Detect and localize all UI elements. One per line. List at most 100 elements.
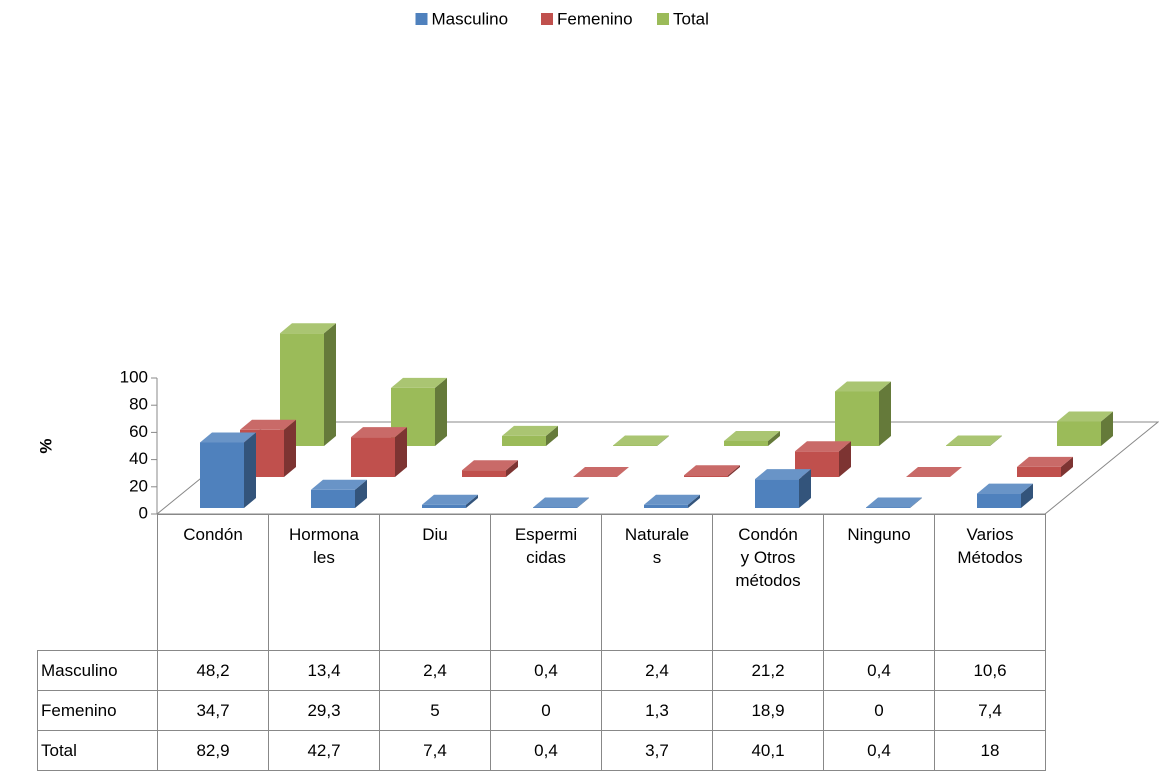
bar [311, 489, 355, 508]
value-cell: 0,4 [490, 730, 602, 771]
bar-side [728, 465, 740, 477]
value-cell: 5 [379, 690, 491, 731]
category-cell: Varios Métodos [934, 514, 1046, 651]
value-cell: 7,4 [379, 730, 491, 771]
bar-side [284, 419, 296, 477]
row-header: Total [37, 730, 158, 771]
bar-top [200, 432, 256, 443]
y-tick-label: 100 [120, 367, 148, 386]
bar-top [613, 435, 669, 446]
bar-top [533, 497, 589, 508]
bar-side [768, 430, 780, 446]
y-tick-label: 40 [129, 449, 148, 468]
bar-top [502, 425, 558, 436]
bar-top [351, 427, 407, 438]
value-cell: 3,7 [601, 730, 713, 771]
bar [755, 479, 799, 508]
bar-side [546, 425, 558, 446]
value-cell: 42,7 [268, 730, 380, 771]
value-cell: 0,4 [823, 730, 935, 771]
table-row: Total 82,9 42,7 7,4 0,4 3,7 40,1 0,4 18 [37, 730, 1046, 771]
value-cell: 2,4 [601, 650, 713, 691]
bar-side [1061, 456, 1073, 477]
bar-top [755, 469, 811, 480]
bar [1017, 466, 1061, 477]
category-cell: Condón [157, 514, 269, 651]
value-cell: 29,3 [268, 690, 380, 731]
category-cell: Hormonales [268, 514, 380, 651]
category-cell: Naturales [601, 514, 713, 651]
bar [977, 493, 1021, 508]
legend-swatch [415, 13, 428, 25]
bar [866, 507, 910, 508]
bar-side [577, 497, 589, 508]
table-row: Masculino 48,2 13,4 2,4 0,4 2,4 21,2 0,4 10,6 [37, 650, 1046, 691]
bar-top [1057, 411, 1113, 422]
category-cell: Ninguno [823, 514, 935, 651]
bar-side [324, 323, 336, 446]
bar-side [395, 427, 407, 477]
bar-side [244, 432, 256, 508]
category-cell: Condón y Otros métodos [712, 514, 824, 651]
bar-side [657, 435, 669, 446]
legend-label: Masculino [432, 9, 509, 28]
bar [946, 445, 990, 446]
value-cell: 18,9 [712, 690, 824, 731]
bar-top [835, 381, 891, 392]
category-cell: Diu [379, 514, 491, 651]
bar-top [866, 497, 922, 508]
value-cell: 0,4 [823, 650, 935, 691]
bar-side [435, 377, 447, 446]
y-tick-label: 0 [139, 503, 148, 522]
legend-swatch [541, 13, 553, 25]
bar-side [688, 494, 700, 508]
value-cell: 1,3 [601, 690, 713, 731]
value-cell: 0 [823, 690, 935, 731]
bar [462, 470, 506, 477]
value-cell: 18 [934, 730, 1046, 771]
legend-label: Total [673, 9, 709, 28]
bar-top [462, 460, 518, 471]
bar-top [724, 430, 780, 441]
bar-top [280, 323, 336, 334]
bar [533, 507, 577, 508]
bar [644, 504, 688, 508]
y-tick-label: 80 [129, 395, 148, 414]
legend-label: Femenino [557, 9, 633, 28]
value-cell: 82,9 [157, 730, 269, 771]
blank-cell [37, 514, 158, 651]
bar [835, 391, 879, 446]
bar [502, 435, 546, 446]
bar-top [422, 494, 478, 505]
value-cell: 13,4 [268, 650, 380, 691]
bar [200, 442, 244, 508]
bar-side [466, 494, 478, 508]
category-cell: Espermicidas [490, 514, 602, 651]
value-cell: 34,7 [157, 690, 269, 731]
value-cell: 0 [490, 690, 602, 731]
y-tick-label: 20 [129, 476, 148, 495]
bar-side [990, 435, 1002, 446]
table-header-row: Condón Hormonales Diu Espermicidas Naturales… [37, 514, 1046, 651]
y-tick-label: 60 [129, 422, 148, 441]
bar-top [795, 441, 851, 452]
bar-side [879, 381, 891, 446]
value-cell: 48,2 [157, 650, 269, 691]
value-cell: 2,4 [379, 650, 491, 691]
bar [422, 504, 466, 508]
bar-top [906, 467, 962, 477]
row-header: Femenino [37, 690, 158, 731]
bar-side [506, 460, 518, 477]
bar-top [977, 483, 1033, 494]
bar-side [910, 497, 922, 508]
bar-top [391, 377, 447, 388]
value-cell: 0,4 [490, 650, 602, 691]
data-table: Condón Hormonales Diu Espermicidas Naturales… [37, 514, 1046, 771]
bar-side [1021, 483, 1033, 508]
bar-side [1101, 411, 1113, 446]
bar-top [644, 494, 700, 505]
bar-side [799, 469, 811, 508]
bar [1057, 421, 1101, 446]
